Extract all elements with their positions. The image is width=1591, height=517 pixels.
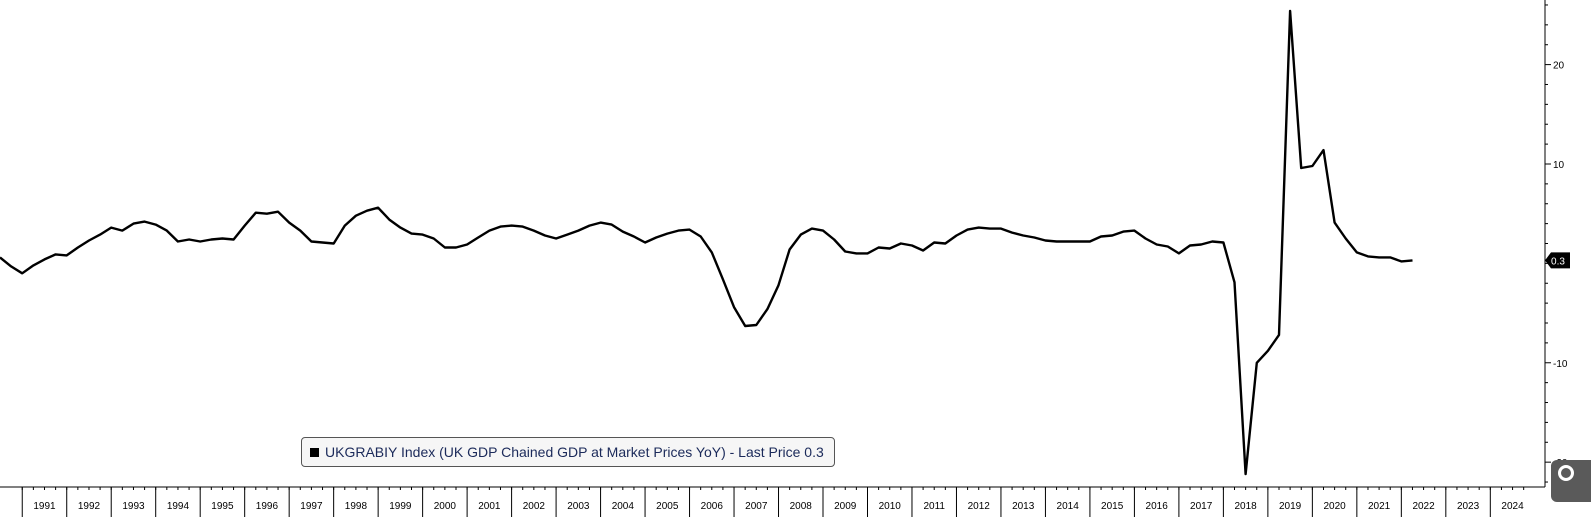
last-price-label: 0.3 xyxy=(1551,256,1565,267)
x-tick-label: 2012 xyxy=(968,501,991,512)
x-tick-label: 2013 xyxy=(1012,501,1035,512)
chart-tools-icon[interactable] xyxy=(1558,465,1574,481)
x-tick-label: 2005 xyxy=(656,501,679,512)
x-tick-label: 2009 xyxy=(834,501,857,512)
x-tick-label: 2024 xyxy=(1501,501,1524,512)
x-tick-label: 1993 xyxy=(122,501,145,512)
series-layer: 0.3 xyxy=(0,9,1570,476)
x-tick-label: 2019 xyxy=(1279,501,1302,512)
x-tick-label: 2015 xyxy=(1101,501,1124,512)
x-tick-label: 2021 xyxy=(1368,501,1391,512)
x-tick-label: 2002 xyxy=(523,501,546,512)
x-tick-label: 2008 xyxy=(790,501,813,512)
x-tick-label: 2017 xyxy=(1190,501,1213,512)
x-tick-label: 2011 xyxy=(923,501,945,512)
x-tick-label: 1997 xyxy=(300,501,323,512)
x-tick-label: 2022 xyxy=(1412,501,1435,512)
x-tick-label: 2004 xyxy=(612,501,635,512)
legend-swatch xyxy=(310,447,319,457)
x-tick-label: 1996 xyxy=(256,501,279,512)
x-tick-label: 1999 xyxy=(389,501,412,512)
legend-label: UKGRABIY Index (UK GDP Chained GDP at Ma… xyxy=(325,444,824,460)
x-tick-label: 2018 xyxy=(1235,501,1258,512)
chart-legend: UKGRABIY Index (UK GDP Chained GDP at Ma… xyxy=(301,437,835,467)
x-tick-label: 2003 xyxy=(567,501,590,512)
y-tick-label: 10 xyxy=(1553,160,1565,171)
x-tick-label: 2010 xyxy=(879,501,902,512)
x-tick-label: 2014 xyxy=(1057,501,1080,512)
last-price-marker xyxy=(1545,252,1570,269)
x-tick-label: 1992 xyxy=(78,501,101,512)
y-tick-label: 20 xyxy=(1553,61,1565,72)
x-tick-label: 2006 xyxy=(701,501,724,512)
x-tick-label: 1998 xyxy=(345,501,368,512)
x-tick-label: 2020 xyxy=(1323,501,1346,512)
x-tick-label: 2000 xyxy=(434,501,457,512)
x-axis: 1991 1992 1993 1994 1995 1996 1997 1998 1999 2000… xyxy=(0,486,1545,517)
x-tick-label: 2016 xyxy=(1146,501,1169,512)
x-tick-label: 1994 xyxy=(167,501,190,512)
series-line xyxy=(0,9,1413,476)
x-tick-label: 1991 xyxy=(33,501,56,512)
x-tick-label: 1995 xyxy=(211,501,234,512)
x-tick-label: 2023 xyxy=(1457,501,1480,512)
x-tick-label: 2001 xyxy=(478,501,501,512)
x-tick-label: 2007 xyxy=(745,501,768,512)
y-axis: 2010-10-20 xyxy=(1544,0,1568,487)
y-tick-label: -10 xyxy=(1553,359,1568,370)
